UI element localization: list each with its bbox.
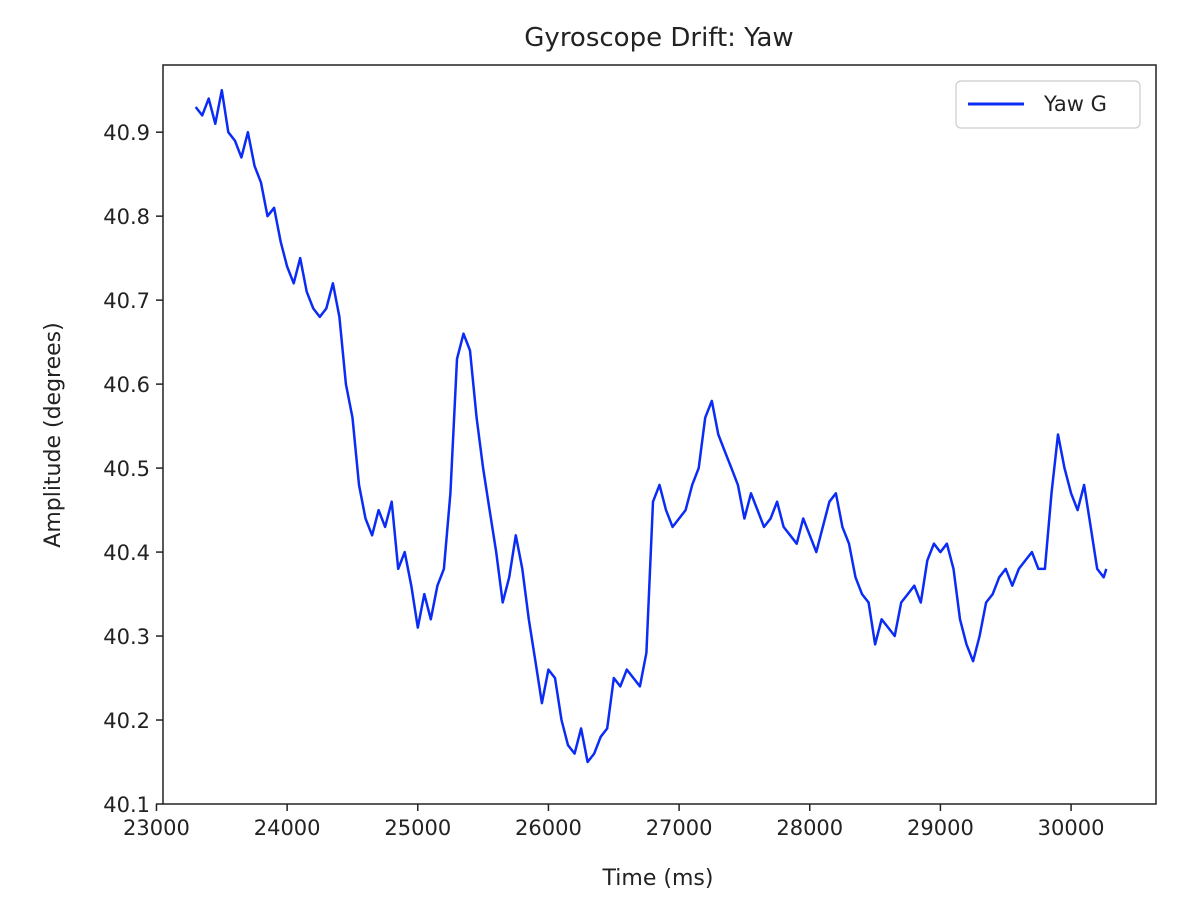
y-tick-label: 40.6	[103, 373, 150, 397]
series-layer	[194, 88, 1108, 764]
chart-title: Gyroscope Drift: Yaw	[524, 23, 793, 53]
y-axis: 40.1 40.2 40.3 40.4 40.5 40.6 40.7 40.8 40.9	[103, 121, 163, 817]
y-tick-label: 40.4	[103, 541, 150, 565]
legend-box	[955, 80, 1141, 129]
y-tick-label: 40.8	[103, 205, 150, 229]
y-tick-label: 40.9	[103, 121, 150, 145]
series-line-yaw-g	[194, 88, 1108, 764]
y-tick-label: 40.2	[103, 709, 150, 733]
x-tick-label: 25000	[384, 816, 451, 840]
legend-label: Yaw G	[1043, 92, 1107, 116]
x-tick-label: 29000	[907, 816, 974, 840]
y-tick-label: 40.5	[103, 457, 150, 481]
y-axis-label: Amplitude (degrees)	[41, 322, 66, 547]
x-tick-label: 27000	[646, 816, 713, 840]
y-tick-label: 40.7	[103, 289, 150, 313]
x-axis: 23000 24000 25000 26000 27000 28000 29000 30000	[123, 804, 1104, 840]
plot-area	[162, 64, 1157, 805]
x-tick-label: 26000	[515, 816, 582, 840]
x-tick-label: 23000	[123, 816, 190, 840]
y-tick-label: 40.1	[103, 793, 150, 817]
legend: Yaw G	[955, 80, 1141, 129]
x-tick-label: 28000	[776, 816, 843, 840]
y-tick-label: 40.3	[103, 625, 150, 649]
x-axis-label: Time (ms)	[602, 866, 714, 891]
x-tick-label: 24000	[254, 816, 321, 840]
x-tick-label: 30000	[1038, 816, 1105, 840]
